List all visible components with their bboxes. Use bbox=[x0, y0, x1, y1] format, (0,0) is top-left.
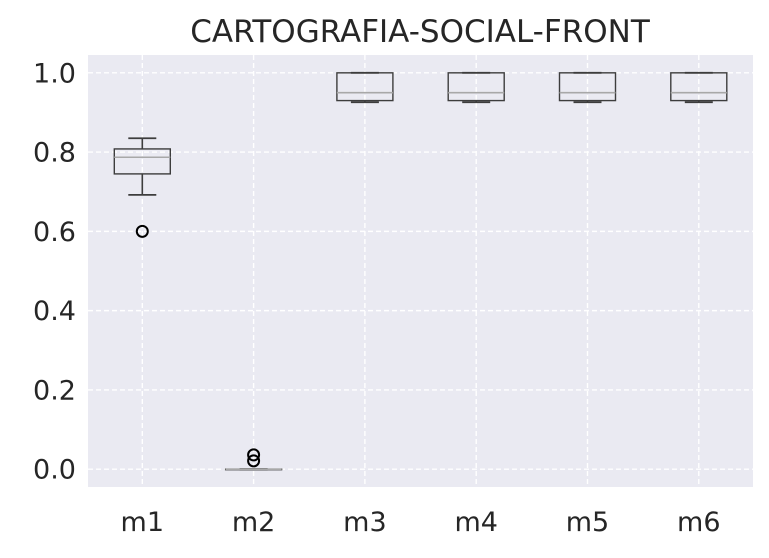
x-tick-label: m4 bbox=[454, 507, 497, 538]
box-m2 bbox=[224, 448, 283, 471]
chart-title: CARTOGRAFIA-SOCIAL-FRONT bbox=[190, 14, 651, 50]
box-iqr bbox=[670, 72, 728, 102]
box-iqr bbox=[336, 72, 394, 102]
boxes-layer bbox=[113, 71, 728, 471]
y-tick-label: 0.4 bbox=[33, 296, 76, 327]
outlier-point bbox=[135, 224, 149, 238]
y-tick-label: 0.2 bbox=[33, 375, 76, 406]
y-tick-label: 0.0 bbox=[33, 455, 76, 486]
x-axis: m1 m2 m3 m4 m5 m6 bbox=[121, 507, 721, 538]
outlier-point bbox=[247, 454, 261, 468]
x-tick-label: m5 bbox=[566, 507, 609, 538]
plot-area bbox=[88, 55, 753, 487]
box-m6 bbox=[670, 71, 728, 104]
box-iqr bbox=[558, 72, 617, 102]
x-tick-label: m1 bbox=[121, 507, 164, 538]
box-iqr bbox=[447, 72, 505, 102]
x-tick-label: m6 bbox=[677, 507, 720, 538]
box-m4 bbox=[447, 71, 505, 104]
y-tick-label: 0.6 bbox=[33, 217, 76, 248]
y-tick-label: 0.8 bbox=[33, 138, 76, 169]
box-iqr bbox=[113, 148, 172, 175]
grid-lines bbox=[88, 55, 753, 487]
outlier-point bbox=[247, 448, 261, 462]
x-tick-label: m3 bbox=[343, 507, 386, 538]
y-axis: 0.0 0.2 0.4 0.6 0.8 1.0 bbox=[33, 58, 76, 485]
x-tick-label: m2 bbox=[232, 507, 275, 538]
box-m5 bbox=[558, 71, 617, 104]
y-tick-label: 1.0 bbox=[33, 58, 76, 89]
box-m1 bbox=[113, 137, 172, 238]
box-m3 bbox=[336, 71, 394, 104]
